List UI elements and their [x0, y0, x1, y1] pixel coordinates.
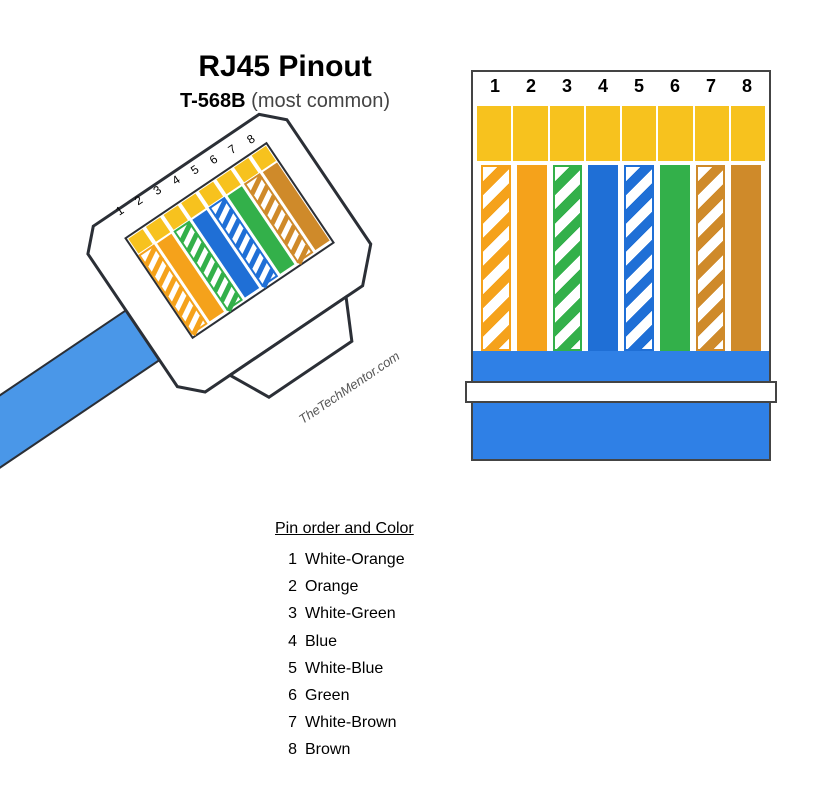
pin-table-num: 3 — [275, 600, 297, 627]
pin-table-num: 4 — [275, 628, 297, 655]
svg-text:3: 3 — [151, 182, 165, 198]
wire-column — [660, 165, 690, 351]
gold-contact — [658, 106, 692, 161]
wire-solid — [517, 165, 547, 351]
gold-contact — [622, 106, 656, 161]
credit-text: TheTechMentor.com — [296, 348, 402, 427]
wire-striped — [553, 165, 583, 351]
pin-table-row: 7 White-Brown — [275, 709, 414, 736]
pin-table-num: 1 — [275, 546, 297, 573]
pin-number: 2 — [513, 76, 549, 106]
cable-collar — [465, 381, 777, 403]
svg-text:4: 4 — [169, 172, 183, 188]
pin-table-row: 5 White-Blue — [275, 655, 414, 682]
gold-contact — [586, 106, 620, 161]
wire-column — [481, 165, 511, 351]
wire-column — [588, 165, 618, 351]
title-block: RJ45 Pinout T-568B (most common) — [180, 50, 390, 113]
pin-table-row: 1 White-Orange — [275, 546, 414, 573]
pin-number: 8 — [729, 76, 765, 106]
pin-number: 4 — [585, 76, 621, 106]
pin-table-row: 8 Brown — [275, 736, 414, 763]
wire-column — [731, 165, 761, 351]
wire-column — [517, 165, 547, 351]
pin-number-row: 12345678 — [477, 76, 765, 106]
pin-table-num: 8 — [275, 736, 297, 763]
pin-number: 5 — [621, 76, 657, 106]
wire-striped — [624, 165, 654, 351]
pin-table-num: 7 — [275, 709, 297, 736]
wire-columns — [477, 161, 765, 351]
wire-solid — [731, 165, 761, 351]
pin-table-row: 6 Green — [275, 682, 414, 709]
gold-contacts — [477, 106, 765, 161]
title-main: RJ45 Pinout — [180, 50, 390, 84]
pin-table-row: 3 White-Green — [275, 600, 414, 627]
flat-connector-view: 12345678 — [471, 70, 771, 461]
gold-contact — [731, 106, 765, 161]
pin-number: 3 — [549, 76, 585, 106]
svg-text:1: 1 — [113, 203, 127, 219]
cable-body — [471, 351, 771, 461]
pin-order-table: Pin order and Color 1 White-Orange 2 Orange… — [275, 520, 414, 764]
flat-connector-frame: 12345678 — [471, 70, 771, 353]
gold-contact — [550, 106, 584, 161]
gold-contact — [513, 106, 547, 161]
svg-text:6: 6 — [207, 152, 221, 168]
svg-text:8: 8 — [244, 131, 258, 147]
pin-table-num: 6 — [275, 682, 297, 709]
title-sub: T-568B (most common) — [180, 90, 390, 113]
wire-solid — [660, 165, 690, 351]
wire-striped — [696, 165, 726, 351]
pin-table-num: 2 — [275, 573, 297, 600]
svg-text:2: 2 — [132, 193, 146, 209]
svg-text:7: 7 — [226, 142, 240, 158]
pin-table-row: 4 Blue — [275, 628, 414, 655]
pin-table-label: Blue — [305, 633, 337, 650]
pin-table-label: White-Brown — [305, 714, 397, 731]
svg-text:5: 5 — [188, 162, 202, 178]
pin-number: 7 — [693, 76, 729, 106]
wire-column — [553, 165, 583, 351]
wire-column — [624, 165, 654, 351]
gold-contact — [477, 106, 511, 161]
pin-table-label: White-Green — [305, 605, 396, 622]
pin-table-num: 5 — [275, 655, 297, 682]
pin-table-label: Orange — [305, 578, 358, 595]
wire-striped — [481, 165, 511, 351]
pin-number: 6 — [657, 76, 693, 106]
wire-column — [696, 165, 726, 351]
wire-solid — [588, 165, 618, 351]
pin-table-row: 2 Orange — [275, 573, 414, 600]
pin-table-label: White-Blue — [305, 660, 383, 677]
gold-contact — [695, 106, 729, 161]
pin-order-heading: Pin order and Color — [275, 520, 414, 538]
pin-table-label: White-Orange — [305, 551, 405, 568]
pin-table-label: Brown — [305, 741, 350, 758]
pin-table-label: Green — [305, 687, 349, 704]
pin-number: 1 — [477, 76, 513, 106]
